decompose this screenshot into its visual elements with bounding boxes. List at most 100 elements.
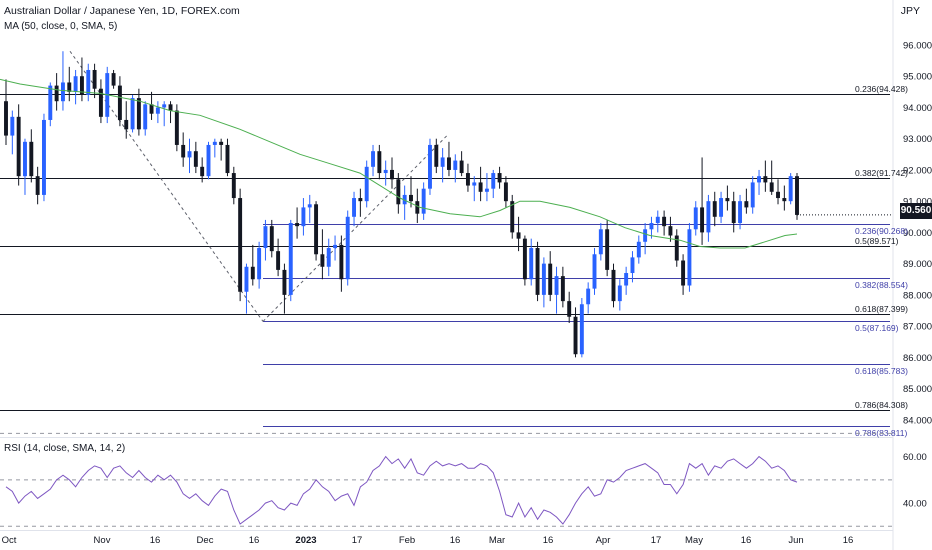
time-tick-label: May xyxy=(685,535,703,546)
fib-label-black: 0.786(84.308) xyxy=(855,400,908,410)
candle-body xyxy=(484,188,489,192)
time-tick-label: 16 xyxy=(450,535,461,546)
candle-body xyxy=(352,198,357,217)
fib-label-black: 0.618(87.399) xyxy=(855,304,908,314)
candle-body xyxy=(301,207,306,227)
candle-body xyxy=(428,144,432,189)
candle-body xyxy=(181,144,186,158)
candle-body xyxy=(143,104,148,130)
candle-body xyxy=(788,176,793,202)
candle-body xyxy=(314,204,319,255)
candle-body xyxy=(687,229,692,286)
candle-body xyxy=(592,254,597,289)
time-tick-label: Mar xyxy=(489,535,505,546)
candle-body xyxy=(706,201,711,233)
time-tick-label: 16 xyxy=(543,535,554,546)
candle-body xyxy=(725,198,730,202)
candle-body xyxy=(478,182,483,192)
fib-label-black: 0.382(91.742) xyxy=(855,168,908,178)
candle-body xyxy=(345,216,350,280)
candle-body xyxy=(390,169,394,180)
candle-body xyxy=(776,191,780,199)
candle-body xyxy=(396,179,401,205)
candle-body xyxy=(371,151,375,167)
candle-body xyxy=(219,141,224,145)
candle-body xyxy=(269,226,274,252)
fib-label-purple: 0.382(88.554) xyxy=(855,280,908,290)
candle-body xyxy=(295,223,300,227)
candle-body xyxy=(681,260,686,286)
price-tick-label: 93.000 xyxy=(903,134,932,145)
candle-body xyxy=(643,229,648,242)
rsi-indicator-label[interactable]: RSI (14, close, SMA, 14, 2) xyxy=(4,443,126,454)
rsi-tick-label: 40.00 xyxy=(903,499,927,510)
candle-body xyxy=(333,244,338,249)
candle-body xyxy=(288,223,293,295)
candle-body xyxy=(516,232,521,239)
candle-body xyxy=(573,316,578,355)
candle-body xyxy=(383,169,388,174)
price-tick-label: 95.000 xyxy=(903,72,932,83)
candle-body xyxy=(421,188,426,214)
candle-body xyxy=(339,244,344,280)
candle-body xyxy=(10,116,15,136)
candle-body xyxy=(738,201,743,224)
candle-body xyxy=(200,166,205,177)
candle-body xyxy=(757,176,761,183)
candle-body xyxy=(130,98,135,130)
candle-body xyxy=(250,266,255,280)
candle-body xyxy=(782,198,787,202)
candle-body xyxy=(326,248,331,267)
ma-indicator-label[interactable]: MA (50, close, 0, SMA, 5) xyxy=(4,21,118,32)
candle-body xyxy=(42,119,46,195)
candle-body xyxy=(446,157,451,170)
candle-body xyxy=(282,269,287,295)
fib-label-purple: 0.5(87.169) xyxy=(855,323,899,333)
candle-body xyxy=(98,88,103,117)
candle-body xyxy=(409,194,413,202)
price-tick-label: 96.000 xyxy=(903,40,932,51)
price-tick-label: 86.000 xyxy=(903,353,932,364)
chart-title: Australian Dollar / Japanese Yen, 1D, FO… xyxy=(4,5,240,17)
fib-label-black: 0.236(94.428) xyxy=(855,84,908,94)
price-tick-label: 88.000 xyxy=(903,290,932,301)
price-tick-label: 92.000 xyxy=(903,165,932,176)
candle-body xyxy=(465,173,470,186)
candle-body xyxy=(719,198,724,217)
time-tick-label: Oct xyxy=(2,535,17,546)
candle-body xyxy=(320,254,325,267)
candle-body xyxy=(440,157,445,167)
candle-body xyxy=(548,263,553,295)
candle-body xyxy=(244,266,249,292)
candle-body xyxy=(649,223,654,230)
price-tick-label: 94.000 xyxy=(903,103,932,114)
trend-connector-up xyxy=(262,135,448,322)
time-tick-label: 17 xyxy=(651,535,662,546)
candle-body xyxy=(231,173,236,199)
candle-body xyxy=(472,182,477,186)
candle-body xyxy=(92,69,97,89)
candle-body xyxy=(434,144,439,167)
candle-body xyxy=(522,238,527,280)
candle-body xyxy=(124,119,129,130)
candle-body xyxy=(307,204,312,208)
rsi-line xyxy=(5,455,798,525)
moving-average-line xyxy=(0,78,798,249)
candle-body xyxy=(155,107,160,114)
candle-body xyxy=(668,226,673,236)
candle-body xyxy=(86,69,91,95)
candle-body xyxy=(655,216,660,224)
candle-body xyxy=(510,201,515,233)
time-tick-label: Jun xyxy=(788,535,803,546)
candle-body xyxy=(168,104,173,111)
time-tick-label: Feb xyxy=(399,535,415,546)
candle-body xyxy=(54,85,59,102)
candle-body xyxy=(212,141,217,145)
fib-label-purple: 0.618(85.783) xyxy=(855,366,908,376)
time-tick-label: Dec xyxy=(197,535,214,546)
candle-body xyxy=(763,176,768,183)
candle-body xyxy=(364,166,369,202)
time-tick-label: Apr xyxy=(596,535,611,546)
fib-label-black: 0.5(89.571) xyxy=(855,236,899,246)
candle-body xyxy=(598,229,603,255)
